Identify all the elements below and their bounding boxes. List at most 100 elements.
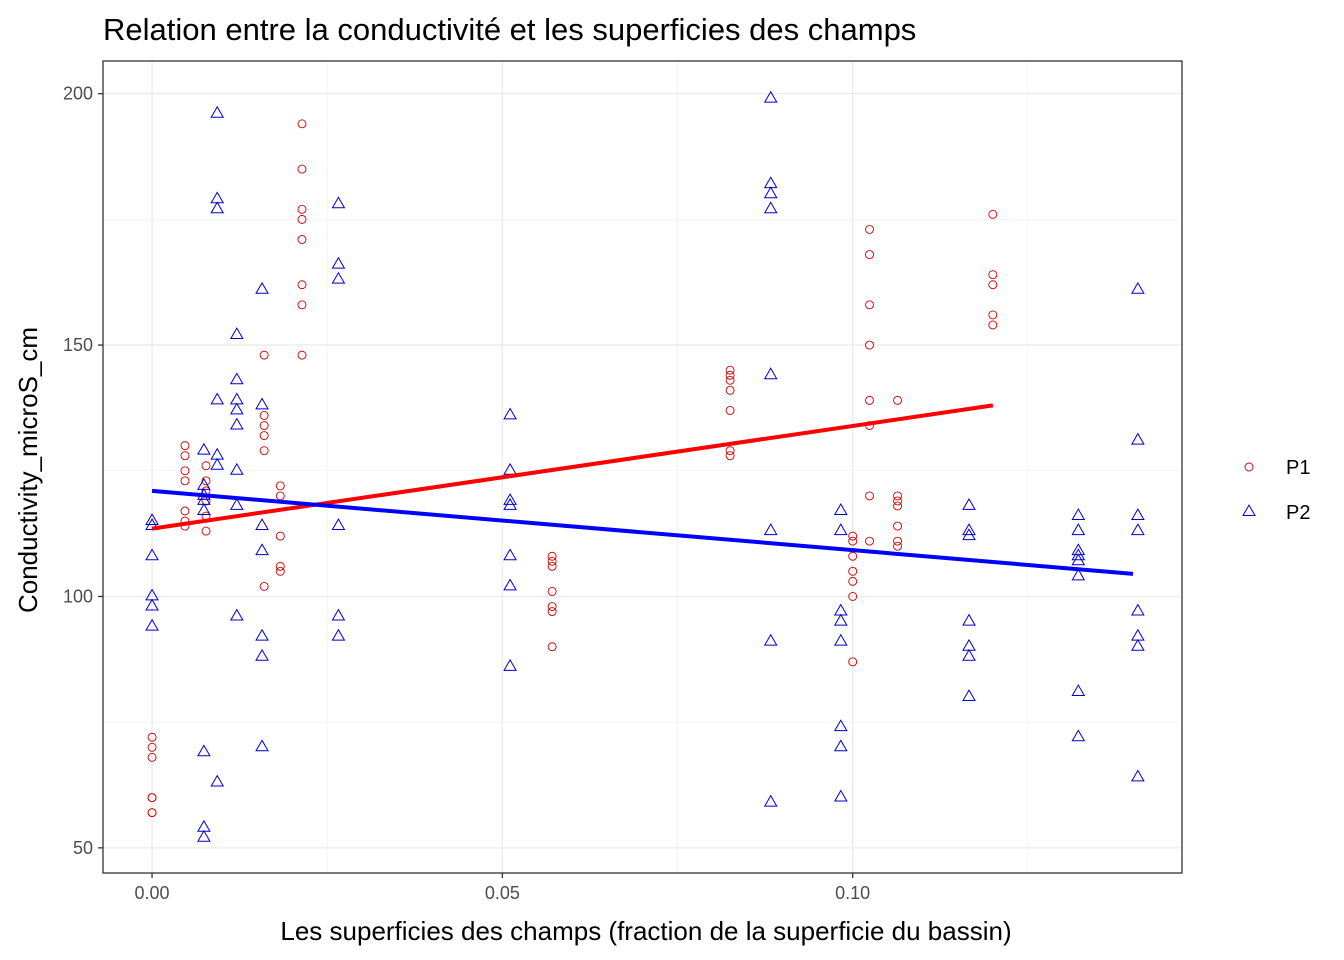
data-point-p1 [547,556,557,566]
data-point-p2 [962,523,976,536]
data-point-p1 [848,592,858,601]
y-tick-label: 200 [63,84,93,104]
data-point-p1 [865,491,874,501]
trend-line-p2 [151,488,1134,576]
data-point-p1 [297,214,307,224]
data-point-p2 [1071,729,1086,742]
data-point-p2 [229,462,244,475]
data-point-p1 [180,441,190,451]
data-point-p1 [297,119,307,129]
data-point-p1 [848,566,858,576]
data-point-p2 [210,774,225,787]
data-point-p1 [147,732,157,742]
data-point-p1 [259,411,269,420]
data-point-p1 [848,657,858,667]
plot-panel [102,60,1183,874]
data-point-p2 [833,613,848,626]
data-point-p1 [725,446,735,456]
data-point-p1 [988,270,998,280]
trend-line-p1 [151,403,994,531]
data-point-p2 [255,543,269,556]
data-point-p2 [503,498,517,510]
data-point-p1 [180,451,190,461]
data-point-p1 [893,541,902,551]
data-point-p2 [331,271,346,284]
data-point-p2 [210,201,225,214]
data-point-p1 [547,551,557,561]
data-point-p2 [331,196,346,209]
data-point-p2 [255,281,269,294]
legend-key-p1 [1244,462,1254,472]
data-point-p2 [763,633,778,646]
data-point-p2 [331,628,346,641]
data-point-p1 [865,536,874,546]
data-point-p1 [547,561,557,571]
data-point-p1 [547,607,557,617]
data-point-p1 [865,250,874,260]
data-point-p1 [893,536,902,546]
data-point-p1 [259,431,269,441]
data-point-p2 [229,417,244,430]
grid-lines [103,61,1182,873]
data-point-p2 [763,90,778,103]
data-point-p1 [180,476,190,486]
data-point-p2 [833,633,848,646]
data-point-p2 [763,794,778,807]
data-point-p1 [201,461,211,471]
data-point-p2 [1130,508,1145,520]
data-point-p2 [962,613,976,626]
data-point-p1 [275,481,285,491]
data-point-p2 [331,256,346,269]
data-point-p1 [297,204,307,214]
data-point-p2 [503,493,517,505]
data-point-p2 [229,498,244,510]
data-point-p1 [275,531,285,541]
data-point-p2 [503,658,517,671]
data-point-p2 [255,518,269,531]
data-point-p1 [848,536,858,546]
x-tick-label: 0.00 [135,883,170,903]
data-point-p1 [297,164,307,174]
data-point-p1 [893,501,902,511]
data-point-p1 [865,224,874,234]
data-point-p2 [1130,281,1145,294]
data-point-p2 [229,372,244,385]
data-point-p1 [275,566,285,576]
data-point-p2 [962,689,976,701]
data-point-p2 [833,523,848,536]
data-points [145,90,1145,842]
data-point-p1 [147,752,157,762]
data-point-p2 [1130,523,1145,536]
data-point-p2 [229,327,244,339]
legend-key-p2 [1242,504,1256,516]
data-point-p1 [547,642,557,652]
data-point-p1 [201,526,211,536]
data-point-p2 [833,719,848,732]
data-point-p1 [848,576,858,586]
data-point-p2 [145,513,159,526]
data-point-p1 [201,476,211,486]
data-point-p2 [210,457,225,470]
data-point-p1 [893,496,902,506]
data-point-p1 [725,370,735,380]
data-point-p1 [848,531,858,541]
data-point-p2 [229,402,244,415]
x-axis-title: Les superficies des champs (fraction de … [280,916,1011,946]
data-point-p1 [865,395,874,405]
data-point-p1 [147,808,157,818]
x-axis: 0.00 0.05 0.10 [135,873,870,903]
data-point-p1 [865,300,874,310]
data-point-p2 [962,648,976,661]
data-point-p2 [197,503,211,515]
data-point-p1 [893,491,902,501]
data-point-p1 [893,395,902,405]
data-point-p1 [725,365,735,375]
data-point-p1 [259,350,269,360]
data-point-p2 [763,523,778,536]
legend: P1 P2 [1242,457,1310,524]
data-point-p2 [503,548,517,561]
data-point-p2 [197,829,211,842]
data-point-p1 [725,405,735,415]
data-point-p2 [145,598,159,611]
